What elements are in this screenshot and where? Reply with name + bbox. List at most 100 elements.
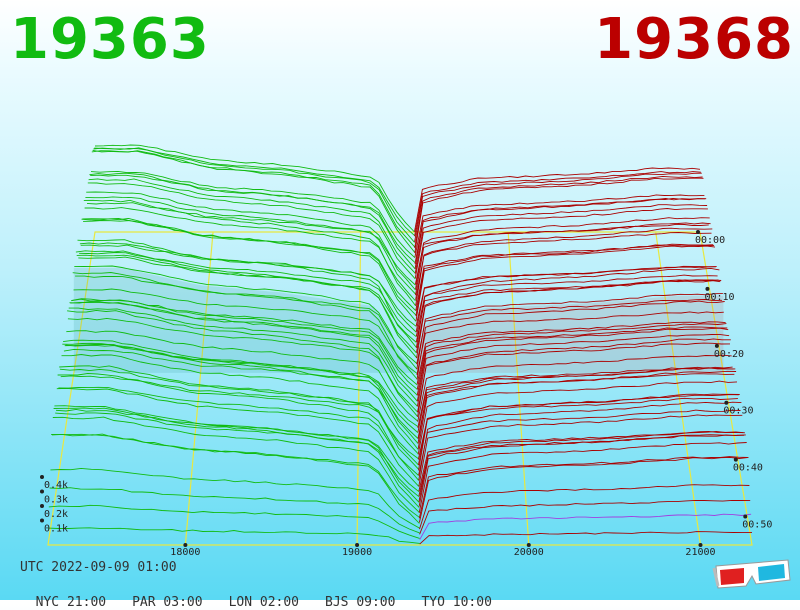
time-tick-label: 00:50 bbox=[742, 520, 772, 531]
ask-depth-line bbox=[414, 172, 702, 242]
price-tick-dot bbox=[355, 543, 360, 547]
bid-depth-line bbox=[86, 191, 416, 291]
bid-depth-line bbox=[94, 144, 415, 233]
ask-depth-line bbox=[414, 198, 707, 269]
ask-depth-line bbox=[418, 414, 743, 487]
time-tick-dot bbox=[714, 343, 719, 348]
bid-depth-line bbox=[63, 348, 419, 439]
bid-depth-line bbox=[67, 309, 418, 417]
time-tick-label: 00:30 bbox=[723, 406, 753, 417]
bid-depth-line bbox=[89, 172, 416, 270]
price-tick-label: 21000 bbox=[685, 547, 715, 558]
bid-depth-line bbox=[81, 218, 417, 322]
bid-depth-line bbox=[55, 412, 420, 498]
floor-outline bbox=[47, 231, 753, 546]
ask-depth-line bbox=[419, 484, 750, 530]
timezone-bjs: BJS 09:00 bbox=[325, 595, 396, 610]
bid-depth-line bbox=[73, 288, 418, 374]
price-tick-dot bbox=[526, 543, 531, 547]
ask-depth-line bbox=[416, 326, 728, 396]
bid-depth-line bbox=[82, 217, 417, 316]
ask-price: 19368 bbox=[594, 7, 794, 72]
ask-depth-line bbox=[418, 393, 740, 471]
ask-depth-line bbox=[416, 321, 726, 385]
ask-depth-line bbox=[416, 327, 729, 402]
bid-depth-line bbox=[91, 150, 416, 253]
bid-depth-line bbox=[62, 342, 419, 450]
bid-depth-line bbox=[71, 298, 418, 390]
time-tick-label: 00:10 bbox=[704, 292, 734, 303]
ask-depth-line bbox=[415, 244, 715, 317]
ask-depth-line bbox=[416, 311, 724, 375]
bid-depth-line bbox=[72, 272, 418, 380]
bid-depth-line bbox=[65, 344, 419, 427]
bid-depth-series bbox=[47, 144, 420, 544]
ask-depth-series bbox=[414, 167, 753, 545]
bid-depth-line bbox=[67, 317, 418, 413]
ask-depth-line bbox=[417, 367, 736, 444]
time-tick-label: 00:40 bbox=[733, 463, 763, 474]
ask-depth-line bbox=[418, 401, 742, 481]
ask-depth-line bbox=[419, 499, 751, 535]
bid-depth-line bbox=[59, 365, 419, 470]
time-tick-dot bbox=[743, 514, 748, 519]
timezone-tyo: TYO 10:00 bbox=[421, 595, 492, 610]
bid-depth-line bbox=[50, 467, 420, 529]
bid-depth-line bbox=[92, 149, 416, 248]
ask-depth-line bbox=[415, 227, 713, 306]
bid-depth-line bbox=[83, 199, 417, 307]
bid-depth-line bbox=[68, 307, 418, 407]
bid-depth-line bbox=[93, 147, 415, 243]
ask-depth-line bbox=[419, 513, 752, 540]
price-tick-label: 19000 bbox=[342, 547, 372, 558]
timezone-par: PAR 03:00 bbox=[132, 595, 203, 610]
bid-depth-line bbox=[90, 174, 416, 263]
price-tick-dot bbox=[183, 543, 188, 547]
bid-depth-line bbox=[51, 433, 420, 524]
ask-depth-line bbox=[414, 208, 708, 279]
time-tick-dot bbox=[724, 400, 729, 405]
time-tick-dot bbox=[733, 457, 738, 462]
bid-depth-line bbox=[53, 407, 420, 508]
ask-depth-line bbox=[414, 194, 705, 258]
ask-depth-line bbox=[418, 442, 747, 513]
ask-depth-line bbox=[415, 266, 716, 327]
3d-glasses-icon[interactable] bbox=[712, 556, 792, 592]
volume-tick-dot bbox=[40, 475, 44, 479]
ask-depth-line bbox=[414, 204, 708, 274]
ask-depth-line bbox=[415, 267, 720, 348]
bid-depth-line bbox=[84, 207, 416, 302]
price-gridline bbox=[655, 231, 702, 546]
bid-depth-line bbox=[60, 375, 419, 459]
bid-depth-line bbox=[77, 239, 417, 348]
bid-depth-line bbox=[61, 354, 419, 455]
timezone-lon: LON 02:00 bbox=[228, 595, 300, 610]
bid-depth-line bbox=[54, 405, 420, 503]
ask-depth-line bbox=[416, 299, 723, 365]
time-tick-label: 00:00 bbox=[695, 235, 725, 246]
ask-depth-line bbox=[418, 456, 749, 523]
ask-depth-line bbox=[415, 274, 718, 337]
bid-depth-line bbox=[59, 368, 419, 466]
price-tick-dot bbox=[698, 543, 703, 547]
ask-depth-line bbox=[417, 338, 731, 417]
depth-wall bbox=[416, 295, 724, 373]
volume-tick-dot bbox=[40, 489, 44, 494]
volume-tick-dot bbox=[40, 504, 44, 508]
utc-time: UTC 2022-09-09 01:00 bbox=[20, 560, 177, 575]
bid-depth-line bbox=[90, 170, 416, 259]
ask-depth-line bbox=[414, 167, 701, 232]
ask-depth-line bbox=[417, 380, 738, 455]
bid-depth-line bbox=[75, 250, 417, 358]
price-tick-label: 18000 bbox=[170, 547, 200, 558]
ask-depth-line bbox=[418, 430, 745, 502]
bid-depth-line bbox=[80, 244, 417, 327]
timezone-nyc: NYC 21:00 bbox=[35, 595, 107, 610]
price-gridline bbox=[184, 231, 214, 546]
bid-depth-line bbox=[76, 254, 417, 354]
volume-tick-dot bbox=[40, 518, 44, 523]
ask-depth-line bbox=[417, 373, 735, 439]
bid-depth-line bbox=[75, 275, 417, 364]
bid-depth-line bbox=[87, 182, 416, 280]
bid-depth-line bbox=[56, 387, 420, 487]
